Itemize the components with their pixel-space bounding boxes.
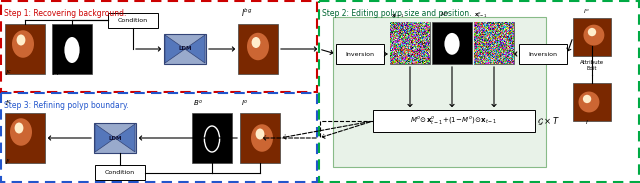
Polygon shape: [115, 124, 135, 152]
Polygon shape: [185, 35, 205, 63]
Ellipse shape: [15, 122, 24, 134]
Text: $I'$: $I'$: [5, 157, 11, 167]
Ellipse shape: [579, 92, 600, 112]
Polygon shape: [165, 35, 185, 63]
Text: $I^o$: $I^o$: [583, 8, 589, 16]
Ellipse shape: [10, 118, 32, 146]
Bar: [573, 83, 611, 121]
Bar: [333, 17, 546, 167]
Text: $\mathbf{x}^o_{t-1}$: $\mathbf{x}^o_{t-1}$: [474, 11, 488, 20]
Text: Inversion: Inversion: [529, 51, 557, 57]
Bar: [94, 123, 136, 153]
Bar: [95, 165, 145, 180]
Bar: [336, 44, 384, 64]
Bar: [5, 113, 45, 163]
Ellipse shape: [12, 30, 34, 58]
Bar: [164, 34, 206, 64]
Text: $I$: $I$: [585, 118, 589, 126]
Bar: [519, 44, 567, 64]
Ellipse shape: [65, 37, 79, 63]
Text: $M^o\!\odot\!\mathbf{x}^o_{t-1}\!+\!(1\!-\!M^o)\!\odot\!\mathbf{x}_{t-1}$: $M^o\!\odot\!\mathbf{x}^o_{t-1}\!+\!(1\!…: [410, 115, 498, 127]
Text: $B^o$: $B^o$: [193, 98, 203, 108]
Bar: [390, 22, 430, 64]
Ellipse shape: [255, 128, 264, 139]
Ellipse shape: [247, 33, 269, 60]
Text: Step 2: Editing polyp size and position.: Step 2: Editing polyp size and position.: [322, 9, 472, 18]
Bar: [5, 24, 45, 74]
Text: $\mathbf{x}_{t-1}$: $\mathbf{x}_{t-1}$: [391, 12, 405, 20]
Bar: [240, 113, 280, 163]
Ellipse shape: [252, 37, 260, 48]
Bar: [474, 22, 514, 64]
Text: Condition: Condition: [105, 170, 135, 175]
Bar: [192, 113, 232, 163]
Ellipse shape: [17, 35, 26, 46]
Text: $I^c$: $I^c$: [5, 98, 12, 108]
Text: Attribute
Edit: Attribute Edit: [580, 60, 604, 71]
Bar: [373, 110, 535, 132]
Text: Inversion: Inversion: [346, 51, 374, 57]
Ellipse shape: [584, 25, 604, 46]
Text: $I^c$: $I^c$: [5, 68, 12, 78]
Text: $I^o$: $I^o$: [241, 98, 248, 108]
Ellipse shape: [583, 95, 591, 103]
Text: LDM: LDM: [179, 46, 192, 51]
Text: $M^c$: $M^c$: [52, 68, 63, 78]
Bar: [1, 1, 317, 92]
Text: Step 3: Refining polyp boundary.: Step 3: Refining polyp boundary.: [4, 101, 129, 110]
Bar: [1, 93, 317, 182]
Bar: [108, 13, 158, 28]
Text: Step 1: Recovering background.: Step 1: Recovering background.: [4, 9, 126, 18]
Text: $M^o$: $M^o$: [440, 11, 449, 19]
Bar: [432, 22, 472, 64]
Text: $\mathcal{G}\times T$: $\mathcal{G}\times T$: [536, 115, 559, 127]
Bar: [573, 18, 611, 56]
Bar: [52, 24, 92, 74]
Polygon shape: [95, 124, 115, 152]
Text: $I^{bg}$: $I^{bg}$: [241, 7, 253, 19]
Ellipse shape: [251, 124, 273, 152]
Text: LDM: LDM: [108, 135, 122, 141]
Ellipse shape: [588, 28, 596, 36]
Text: Condition: Condition: [118, 18, 148, 23]
Bar: [319, 1, 639, 182]
Bar: [238, 24, 278, 74]
Ellipse shape: [444, 33, 460, 55]
